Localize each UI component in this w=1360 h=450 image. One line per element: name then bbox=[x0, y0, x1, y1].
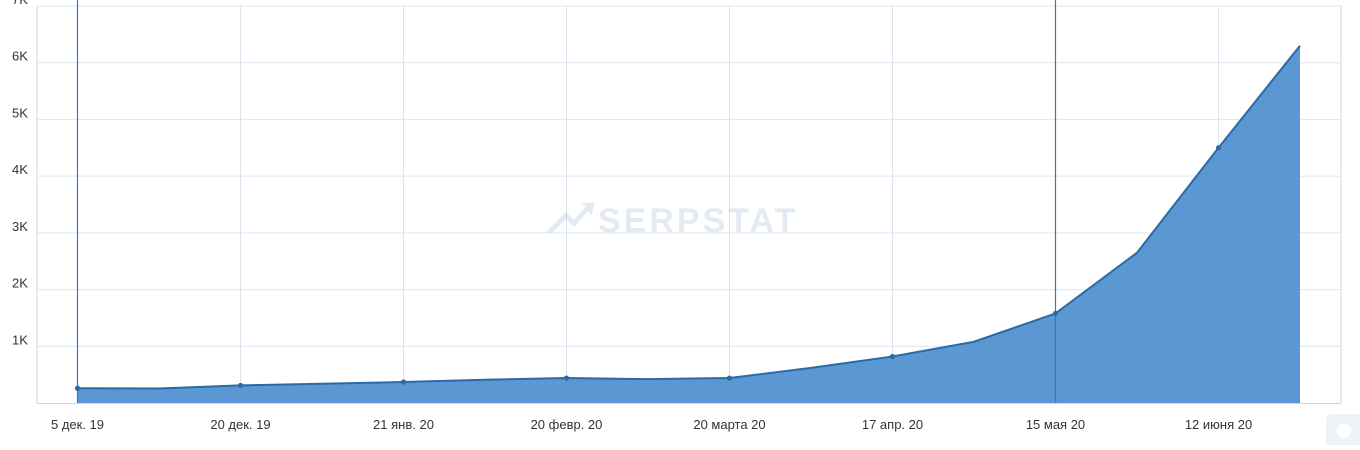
y-tick-label: 3K bbox=[12, 219, 28, 234]
x-tick-label: 12 июня 20 bbox=[1185, 417, 1252, 432]
y-tick-label: 7K bbox=[12, 0, 28, 7]
serpstat-watermark: SERPSTAT bbox=[546, 202, 798, 240]
circle-icon bbox=[1337, 424, 1351, 438]
y-tick-label: 5K bbox=[12, 105, 28, 120]
data-point[interactable] bbox=[889, 353, 896, 360]
data-point[interactable] bbox=[74, 385, 81, 391]
data-point[interactable] bbox=[1215, 145, 1222, 151]
x-tick-label: 20 февр. 20 bbox=[531, 417, 603, 432]
corner-button[interactable] bbox=[1326, 414, 1360, 445]
series-line bbox=[77, 45, 1301, 390]
watermark-text: SERPSTAT bbox=[598, 202, 798, 240]
data-point[interactable] bbox=[1052, 310, 1059, 316]
serpstat-logo-icon bbox=[546, 202, 594, 233]
x-tick-label: 15 мая 20 bbox=[1026, 417, 1085, 432]
x-tick-label: 5 дек. 19 bbox=[51, 417, 104, 432]
data-point[interactable] bbox=[726, 375, 733, 381]
x-tick-label: 17 апр. 20 bbox=[862, 417, 923, 432]
data-point[interactable] bbox=[400, 379, 407, 385]
y-tick-label: 6K bbox=[12, 49, 28, 64]
x-tick-label: 21 янв. 20 bbox=[373, 417, 434, 432]
y-tick-label: 1K bbox=[12, 332, 28, 347]
data-point[interactable] bbox=[237, 382, 244, 389]
data-point[interactable] bbox=[563, 375, 570, 381]
y-tick-label: 2K bbox=[12, 276, 28, 291]
series-area bbox=[77, 45, 1300, 403]
y-tick-label: 4K bbox=[12, 162, 28, 177]
x-tick-label: 20 дек. 19 bbox=[210, 417, 270, 432]
x-tick-label: 20 марта 20 bbox=[693, 417, 765, 432]
